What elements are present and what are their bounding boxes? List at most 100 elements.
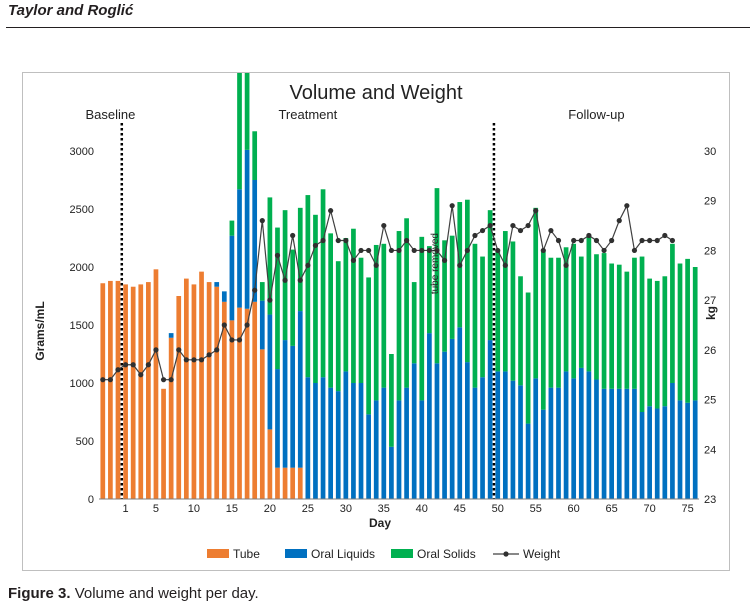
oral-solids-bar xyxy=(624,271,630,389)
oral-liquids-bar xyxy=(221,291,227,302)
weight-point xyxy=(282,277,288,283)
oral-liquids-bar xyxy=(647,406,652,499)
caption-text: Volume and weight per day. xyxy=(74,585,259,602)
oral-liquids-bar xyxy=(662,406,668,499)
weight-point xyxy=(335,237,341,244)
oral-liquids-bar xyxy=(328,387,333,499)
x-tick-label: 5 xyxy=(153,503,159,515)
weight-point xyxy=(487,222,493,229)
weight-point xyxy=(472,232,478,239)
weight-point xyxy=(510,222,516,229)
weight-point xyxy=(571,237,577,244)
oral-solids-bar xyxy=(351,228,356,383)
oral-solids-bar xyxy=(510,241,516,381)
oral-solids-bar xyxy=(442,240,447,352)
tube-bar xyxy=(168,337,174,499)
x-tick-label: 65 xyxy=(606,503,618,515)
oral-liquids-bar xyxy=(578,367,584,499)
x-axis-title: Day xyxy=(369,516,391,530)
oral-solids-bar xyxy=(480,256,485,378)
volume-weight-chart: Volume and Weight Baseline Treatment Follo… xyxy=(33,73,718,561)
tube-bar xyxy=(176,296,182,499)
running-header: Taylor and Roglić xyxy=(8,2,134,19)
weight-point xyxy=(631,247,638,254)
oral-liquids-bar xyxy=(396,400,402,499)
oral-liquids-bar xyxy=(411,363,417,499)
legend-swatch xyxy=(207,549,229,558)
oral-liquids-bar xyxy=(358,383,364,499)
weight-point xyxy=(115,367,121,373)
y-tick-label: 0 xyxy=(88,494,94,506)
tube-bar xyxy=(100,283,106,499)
weight-point xyxy=(153,347,159,353)
oral-liquids-bar xyxy=(381,387,387,499)
y2-tick-label: 30 xyxy=(704,146,716,158)
weight-point xyxy=(191,357,197,363)
weight-point xyxy=(563,262,569,268)
oral-solids-bar xyxy=(647,278,652,407)
phase-label: Follow-up xyxy=(568,107,624,122)
oral-solids-bar xyxy=(487,210,493,341)
axis-layer: tube removed 0 500 1000 1500 2000 2500 3000 23 24… xyxy=(70,146,717,515)
oral-solids-bar xyxy=(259,282,265,301)
oral-liquids-bar xyxy=(267,314,273,430)
oral-liquids-bar xyxy=(282,340,288,468)
tube-bar xyxy=(252,301,258,499)
oral-liquids-bar xyxy=(290,345,296,468)
oral-solids-bar xyxy=(571,243,577,379)
weight-point xyxy=(578,237,584,244)
tube-bar xyxy=(229,320,235,499)
legend-marker xyxy=(503,551,509,557)
caption-label: Figure 3. xyxy=(8,585,71,602)
y-tick-label: 500 xyxy=(76,436,94,448)
tube-bar xyxy=(237,307,242,499)
oral-solids-bar xyxy=(586,234,592,372)
oral-solids-bar xyxy=(237,73,242,190)
oral-solids-bar xyxy=(343,238,349,372)
oral-liquids-bar xyxy=(692,400,698,499)
y2-tick-label: 24 xyxy=(704,444,716,456)
weight-point xyxy=(388,247,395,254)
oral-liquids-bar xyxy=(465,362,470,499)
weight-point xyxy=(517,227,524,234)
oral-solids-bar xyxy=(297,207,303,312)
tube-bar xyxy=(297,467,303,499)
oral-liquids-bar xyxy=(297,311,303,468)
oral-liquids-bar xyxy=(313,383,318,499)
oral-solids-bar xyxy=(632,257,637,389)
weight-point xyxy=(373,262,379,268)
tube-bar xyxy=(191,284,197,499)
weight-point xyxy=(198,357,205,363)
oral-solids-bar xyxy=(282,210,288,341)
tube-bar xyxy=(244,308,250,499)
oral-liquids-bar xyxy=(480,377,485,499)
oral-solids-bar xyxy=(556,257,561,388)
oral-liquids-bar xyxy=(252,180,258,302)
oral-liquids-bar xyxy=(366,414,371,499)
oral-liquids-bar xyxy=(495,371,501,499)
oral-liquids-bar xyxy=(487,340,493,499)
weight-point xyxy=(259,218,265,224)
oral-liquids-bar xyxy=(343,371,349,499)
oral-solids-bar xyxy=(328,233,333,388)
oral-solids-bar xyxy=(313,214,318,383)
bar-layer xyxy=(100,73,698,499)
tube-bar xyxy=(282,467,288,499)
legend-swatch xyxy=(391,549,413,558)
oral-liquids-bar xyxy=(654,408,660,499)
oral-solids-bar xyxy=(502,231,508,372)
x-tick-label: 55 xyxy=(530,503,542,515)
y2-axis-title: kg xyxy=(704,306,718,320)
oral-solids-bar xyxy=(518,276,523,386)
oral-solids-bar xyxy=(396,231,402,401)
oral-liquids-bar xyxy=(616,388,622,499)
weight-line-layer xyxy=(100,203,676,383)
weight-point xyxy=(647,237,653,244)
oral-liquids-bar xyxy=(168,333,174,338)
y2-tick-label: 29 xyxy=(704,196,716,208)
oral-liquids-bar xyxy=(373,400,379,499)
oral-liquids-bar xyxy=(670,383,675,499)
oral-liquids-bar xyxy=(510,380,516,499)
x-tick-label: 50 xyxy=(492,503,504,515)
weight-point xyxy=(533,208,539,214)
